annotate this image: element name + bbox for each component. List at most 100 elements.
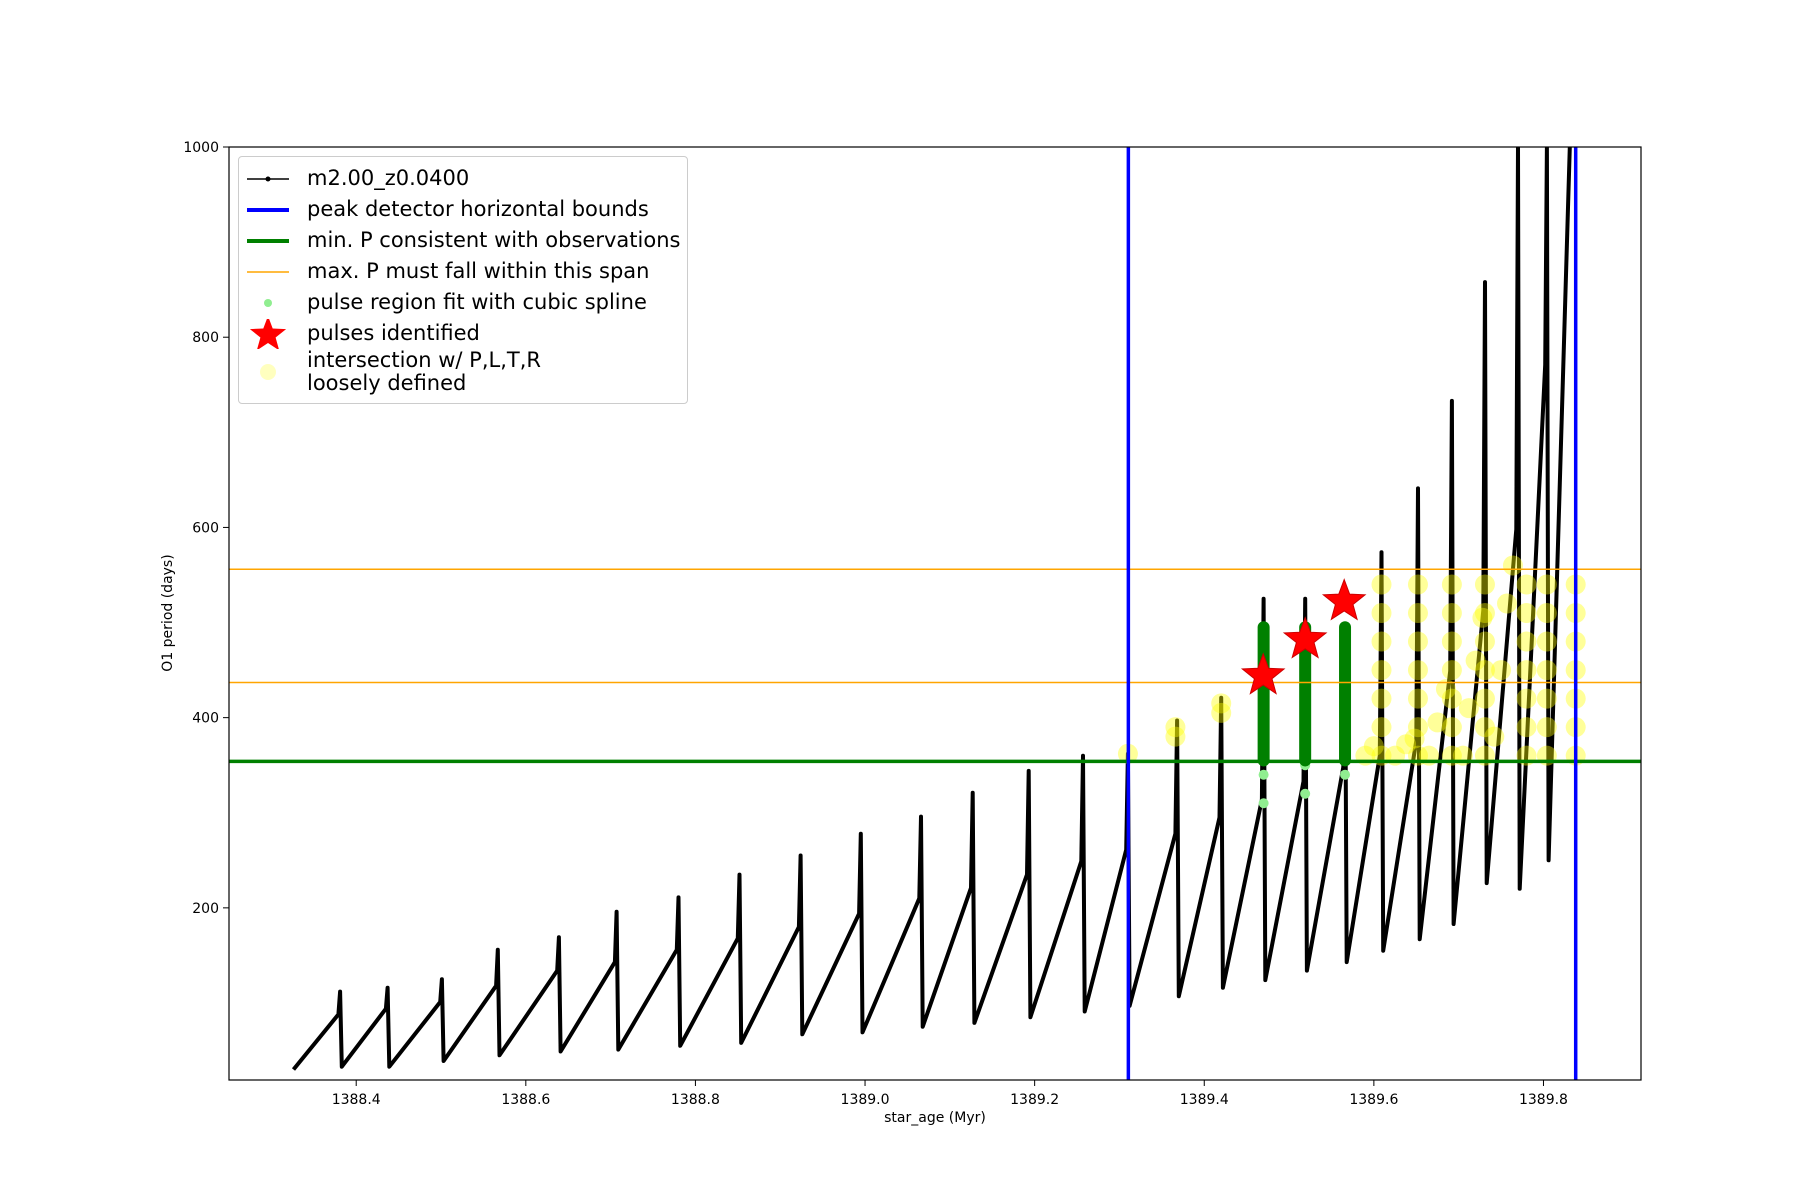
circle-marker xyxy=(1536,688,1557,709)
legend-entry: pulse region fit with cubic spline xyxy=(239,287,687,318)
circle-marker xyxy=(1441,574,1462,595)
y-tick-label: 400 xyxy=(192,711,219,727)
y-tick-label: 1000 xyxy=(183,140,219,156)
legend-entry: m2.00_z0.0400 xyxy=(239,163,687,194)
circle-marker xyxy=(1407,603,1428,624)
legend-entry: pulses identified xyxy=(239,318,687,349)
circle-marker xyxy=(1371,631,1392,652)
circle-marker xyxy=(1516,603,1537,624)
x-tick-label: 1389.2 xyxy=(1010,1092,1059,1108)
circle-marker xyxy=(1441,603,1462,624)
circle-marker xyxy=(1407,631,1428,652)
circle-marker xyxy=(1491,660,1512,681)
y-tick-label: 800 xyxy=(192,330,219,346)
plot-layer xyxy=(229,147,1641,1080)
circle-marker xyxy=(1474,574,1495,595)
y-tick-label: 200 xyxy=(192,901,219,917)
circle-marker xyxy=(1441,717,1462,738)
legend-label: pulse region fit with cubic spline xyxy=(307,290,647,314)
circle-marker xyxy=(1371,717,1392,738)
legend-star xyxy=(249,318,287,349)
x-tick-label: 1388.4 xyxy=(332,1092,381,1108)
circle-marker xyxy=(1427,712,1448,733)
circle-marker xyxy=(1404,728,1425,749)
circle-marker xyxy=(1536,631,1557,652)
circle-marker xyxy=(1165,717,1186,738)
legend-handle xyxy=(247,176,289,181)
circle-marker xyxy=(1516,631,1537,652)
circle-marker xyxy=(1363,736,1384,757)
circle-marker xyxy=(1465,650,1486,671)
y-axis-label: O1 period (days) xyxy=(160,554,176,671)
legend-label: min. P consistent with observations xyxy=(307,228,681,252)
circle-marker xyxy=(1371,603,1392,624)
axes-frame xyxy=(228,146,1642,1081)
legend-label: intersection w/ P,L,T,R loosely defined xyxy=(307,348,541,395)
x-tick-label: 1389.0 xyxy=(841,1092,890,1108)
star-marker xyxy=(1321,578,1367,621)
circle-marker xyxy=(1407,660,1428,681)
circle-marker xyxy=(1472,607,1493,628)
legend-handle xyxy=(260,364,276,380)
legend-handle xyxy=(247,270,289,273)
circle-marker xyxy=(1435,679,1456,700)
dot-marker xyxy=(1258,769,1269,780)
circle-marker xyxy=(1371,574,1392,595)
x-tick-label: 1389.4 xyxy=(1180,1092,1229,1108)
circle-marker xyxy=(1407,688,1428,709)
legend-label: peak detector horizontal bounds xyxy=(307,197,649,221)
legend-handle xyxy=(247,207,289,212)
x-tick-label: 1388.8 xyxy=(671,1092,720,1108)
circle-marker xyxy=(1371,688,1392,709)
dot-marker xyxy=(1258,798,1269,809)
legend-entry: intersection w/ P,L,T,R loosely defined xyxy=(239,349,687,395)
legend-handle xyxy=(247,238,289,243)
series-line xyxy=(291,147,1572,1071)
circle-marker xyxy=(1474,717,1495,738)
legend-circle xyxy=(260,364,276,380)
dot-marker xyxy=(1340,769,1351,780)
circle-marker xyxy=(1458,698,1479,719)
circle-marker xyxy=(1441,631,1462,652)
circle-marker xyxy=(1474,688,1495,709)
legend-dot xyxy=(265,176,271,181)
circle-marker xyxy=(1516,660,1537,681)
legend-label: pulses identified xyxy=(307,321,480,345)
circle-marker xyxy=(1497,593,1518,614)
circle-marker xyxy=(1371,660,1392,681)
x-tick-label: 1388.6 xyxy=(501,1092,550,1108)
circle-marker xyxy=(1407,717,1428,738)
circle-marker xyxy=(1536,717,1557,738)
circle-marker xyxy=(1516,688,1537,709)
x-tick-label: 1389.8 xyxy=(1519,1092,1568,1108)
dot-marker xyxy=(1300,788,1311,799)
star-marker xyxy=(1240,652,1286,695)
star-marker xyxy=(1282,616,1328,659)
circle-marker xyxy=(1396,734,1417,755)
circle-marker xyxy=(1211,693,1232,714)
circle-marker xyxy=(1441,688,1462,709)
legend-entry: min. P consistent with observations xyxy=(239,225,687,256)
legend-handle xyxy=(249,318,287,349)
circle-marker xyxy=(1484,726,1505,747)
legend-label: m2.00_z0.0400 xyxy=(307,166,470,190)
x-axis-label: star_age (Myr) xyxy=(884,1110,986,1126)
circle-marker xyxy=(1211,702,1232,723)
circle-marker xyxy=(1516,717,1537,738)
circle-marker xyxy=(1441,660,1462,681)
legend-label: max. P must fall within this span xyxy=(307,259,650,283)
legend-entry: peak detector horizontal bounds xyxy=(239,194,687,225)
legend-entry: max. P must fall within this span xyxy=(239,256,687,287)
circle-marker xyxy=(1536,574,1557,595)
x-tick-label: 1389.6 xyxy=(1349,1092,1398,1108)
circle-marker xyxy=(1474,660,1495,681)
y-tick-label: 600 xyxy=(192,520,219,536)
circle-marker xyxy=(1474,631,1495,652)
circle-marker xyxy=(1536,603,1557,624)
legend-dot xyxy=(264,298,272,307)
legend-handle xyxy=(264,298,272,307)
circle-marker xyxy=(1407,574,1428,595)
circle-marker xyxy=(1536,660,1557,681)
circle-marker xyxy=(1516,574,1537,595)
